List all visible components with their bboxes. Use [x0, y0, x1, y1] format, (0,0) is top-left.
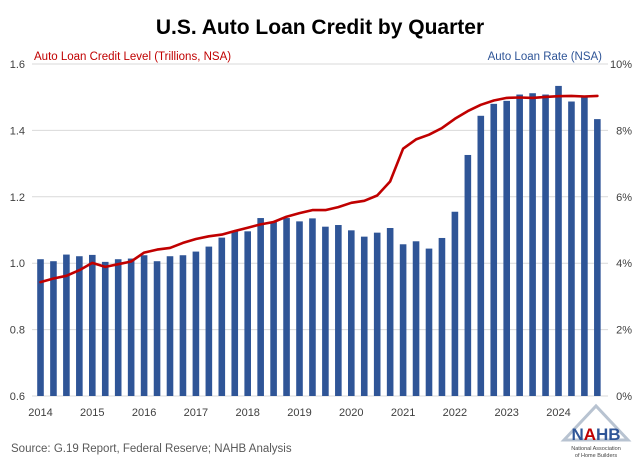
- bar-2020Q1: [348, 230, 355, 396]
- x-tick-label: 2022: [443, 407, 467, 419]
- left-axis-ticks: 0.6 0.8 1.0 1.2 1.4 1.6: [10, 59, 25, 403]
- bar-2016Q2: [153, 261, 161, 396]
- nahb-logo: NAHB National Association of Home Builde…: [560, 403, 632, 459]
- bar-2024Q1: [555, 85, 562, 397]
- bar-2021Q1: [399, 244, 407, 396]
- right-tick-label: 2%: [616, 325, 632, 337]
- left-tick-label: 0.8: [10, 325, 25, 337]
- right-tick-label: 10%: [610, 59, 632, 71]
- left-tick-label: 1.2: [10, 192, 25, 204]
- left-tick-label: 1.0: [10, 258, 25, 270]
- bar-2023Q3: [529, 93, 536, 396]
- bar-2019Q4: [335, 225, 342, 396]
- bar-2019Q2: [309, 218, 316, 396]
- bar-2022Q3: [477, 115, 485, 397]
- right-tick-label: 4%: [616, 258, 632, 270]
- x-tick-label: 2021: [391, 407, 415, 419]
- x-tick-label: 2024: [546, 407, 570, 419]
- line-series: [39, 94, 599, 284]
- x-tick-label: 2018: [235, 407, 259, 419]
- bar-2014Q2: [50, 261, 57, 396]
- x-tick-label: 2019: [287, 407, 311, 419]
- bar-2018Q4: [283, 218, 290, 396]
- right-tick-label: 6%: [616, 192, 632, 204]
- bar-2019Q1: [296, 221, 303, 396]
- bar-2015Q1: [89, 254, 96, 396]
- bar-2020Q2: [360, 236, 368, 396]
- bar-2022Q4: [490, 103, 498, 396]
- bar-2015Q4: [127, 258, 135, 396]
- bar-series: [37, 85, 601, 397]
- x-tick-label: 2017: [184, 407, 208, 419]
- bar-2023Q4: [542, 94, 549, 396]
- svg-text:of Home Builders: of Home Builders: [575, 453, 617, 459]
- svg-text:NAHB: NAHB: [571, 425, 620, 444]
- right-tick-label: 8%: [616, 125, 632, 137]
- x-axis-ticks: 2014 2015 2016 2017 2018 2019 2020 2021 2022 2023…: [28, 407, 570, 419]
- bar-2024Q3: [581, 95, 588, 396]
- bar-2020Q3: [373, 232, 381, 396]
- left-axis-label: Auto Loan Credit Level (Trillions, NSA): [34, 51, 231, 63]
- bar-2015Q3: [114, 259, 122, 396]
- right-tick-label: 0%: [616, 391, 632, 403]
- bar-2017Q4: [231, 230, 239, 396]
- bar-2018Q3: [270, 222, 277, 396]
- left-tick-label: 1.6: [10, 59, 25, 71]
- svg-text:National Association: National Association: [571, 446, 621, 452]
- source-note: Source: G.19 Report, Federal Reserve; NA…: [11, 443, 292, 455]
- bar-2024Q4: [594, 119, 601, 396]
- left-tick-label: 0.6: [10, 391, 25, 403]
- bar-2023Q1: [503, 100, 510, 397]
- right-axis-ticks: 0% 2% 4% 6% 8% 10%: [610, 59, 632, 403]
- x-tick-label: 2014: [28, 407, 52, 419]
- bar-2021Q4: [438, 237, 446, 396]
- bar-2016Q4: [179, 255, 187, 396]
- x-tick-label: 2015: [80, 407, 104, 419]
- bar-2020Q4: [386, 228, 394, 396]
- x-tick-label: 2023: [494, 407, 518, 419]
- bar-2014Q4: [76, 256, 83, 396]
- bar-2021Q2: [412, 241, 420, 396]
- right-axis-label: Auto Loan Rate (NSA): [488, 51, 603, 63]
- x-tick-label: 2016: [132, 407, 156, 419]
- bar-2015Q2: [101, 261, 109, 396]
- bar-2022Q2: [464, 154, 472, 396]
- bar-2016Q1: [140, 255, 148, 396]
- bar-2018Q2: [257, 218, 264, 396]
- x-tick-label: 2020: [339, 407, 363, 419]
- bar-2024Q2: [568, 101, 575, 397]
- bar-2019Q3: [322, 226, 329, 396]
- bar-2017Q2: [205, 246, 213, 396]
- bar-2018Q1: [244, 231, 251, 396]
- left-tick-label: 1.4: [10, 125, 25, 137]
- bar-2022Q1: [451, 211, 459, 396]
- bar-2021Q3: [425, 248, 433, 396]
- bar-2014Q3: [63, 254, 70, 396]
- bar-2016Q3: [166, 256, 174, 396]
- bar-2014Q1: [37, 259, 44, 396]
- gridlines: [32, 63, 608, 397]
- bar-2017Q1: [192, 251, 200, 396]
- bar-2023Q2: [516, 94, 523, 396]
- bar-2017Q3: [218, 237, 226, 396]
- chart-title: U.S. Auto Loan Credit by Quarter: [155, 16, 485, 39]
